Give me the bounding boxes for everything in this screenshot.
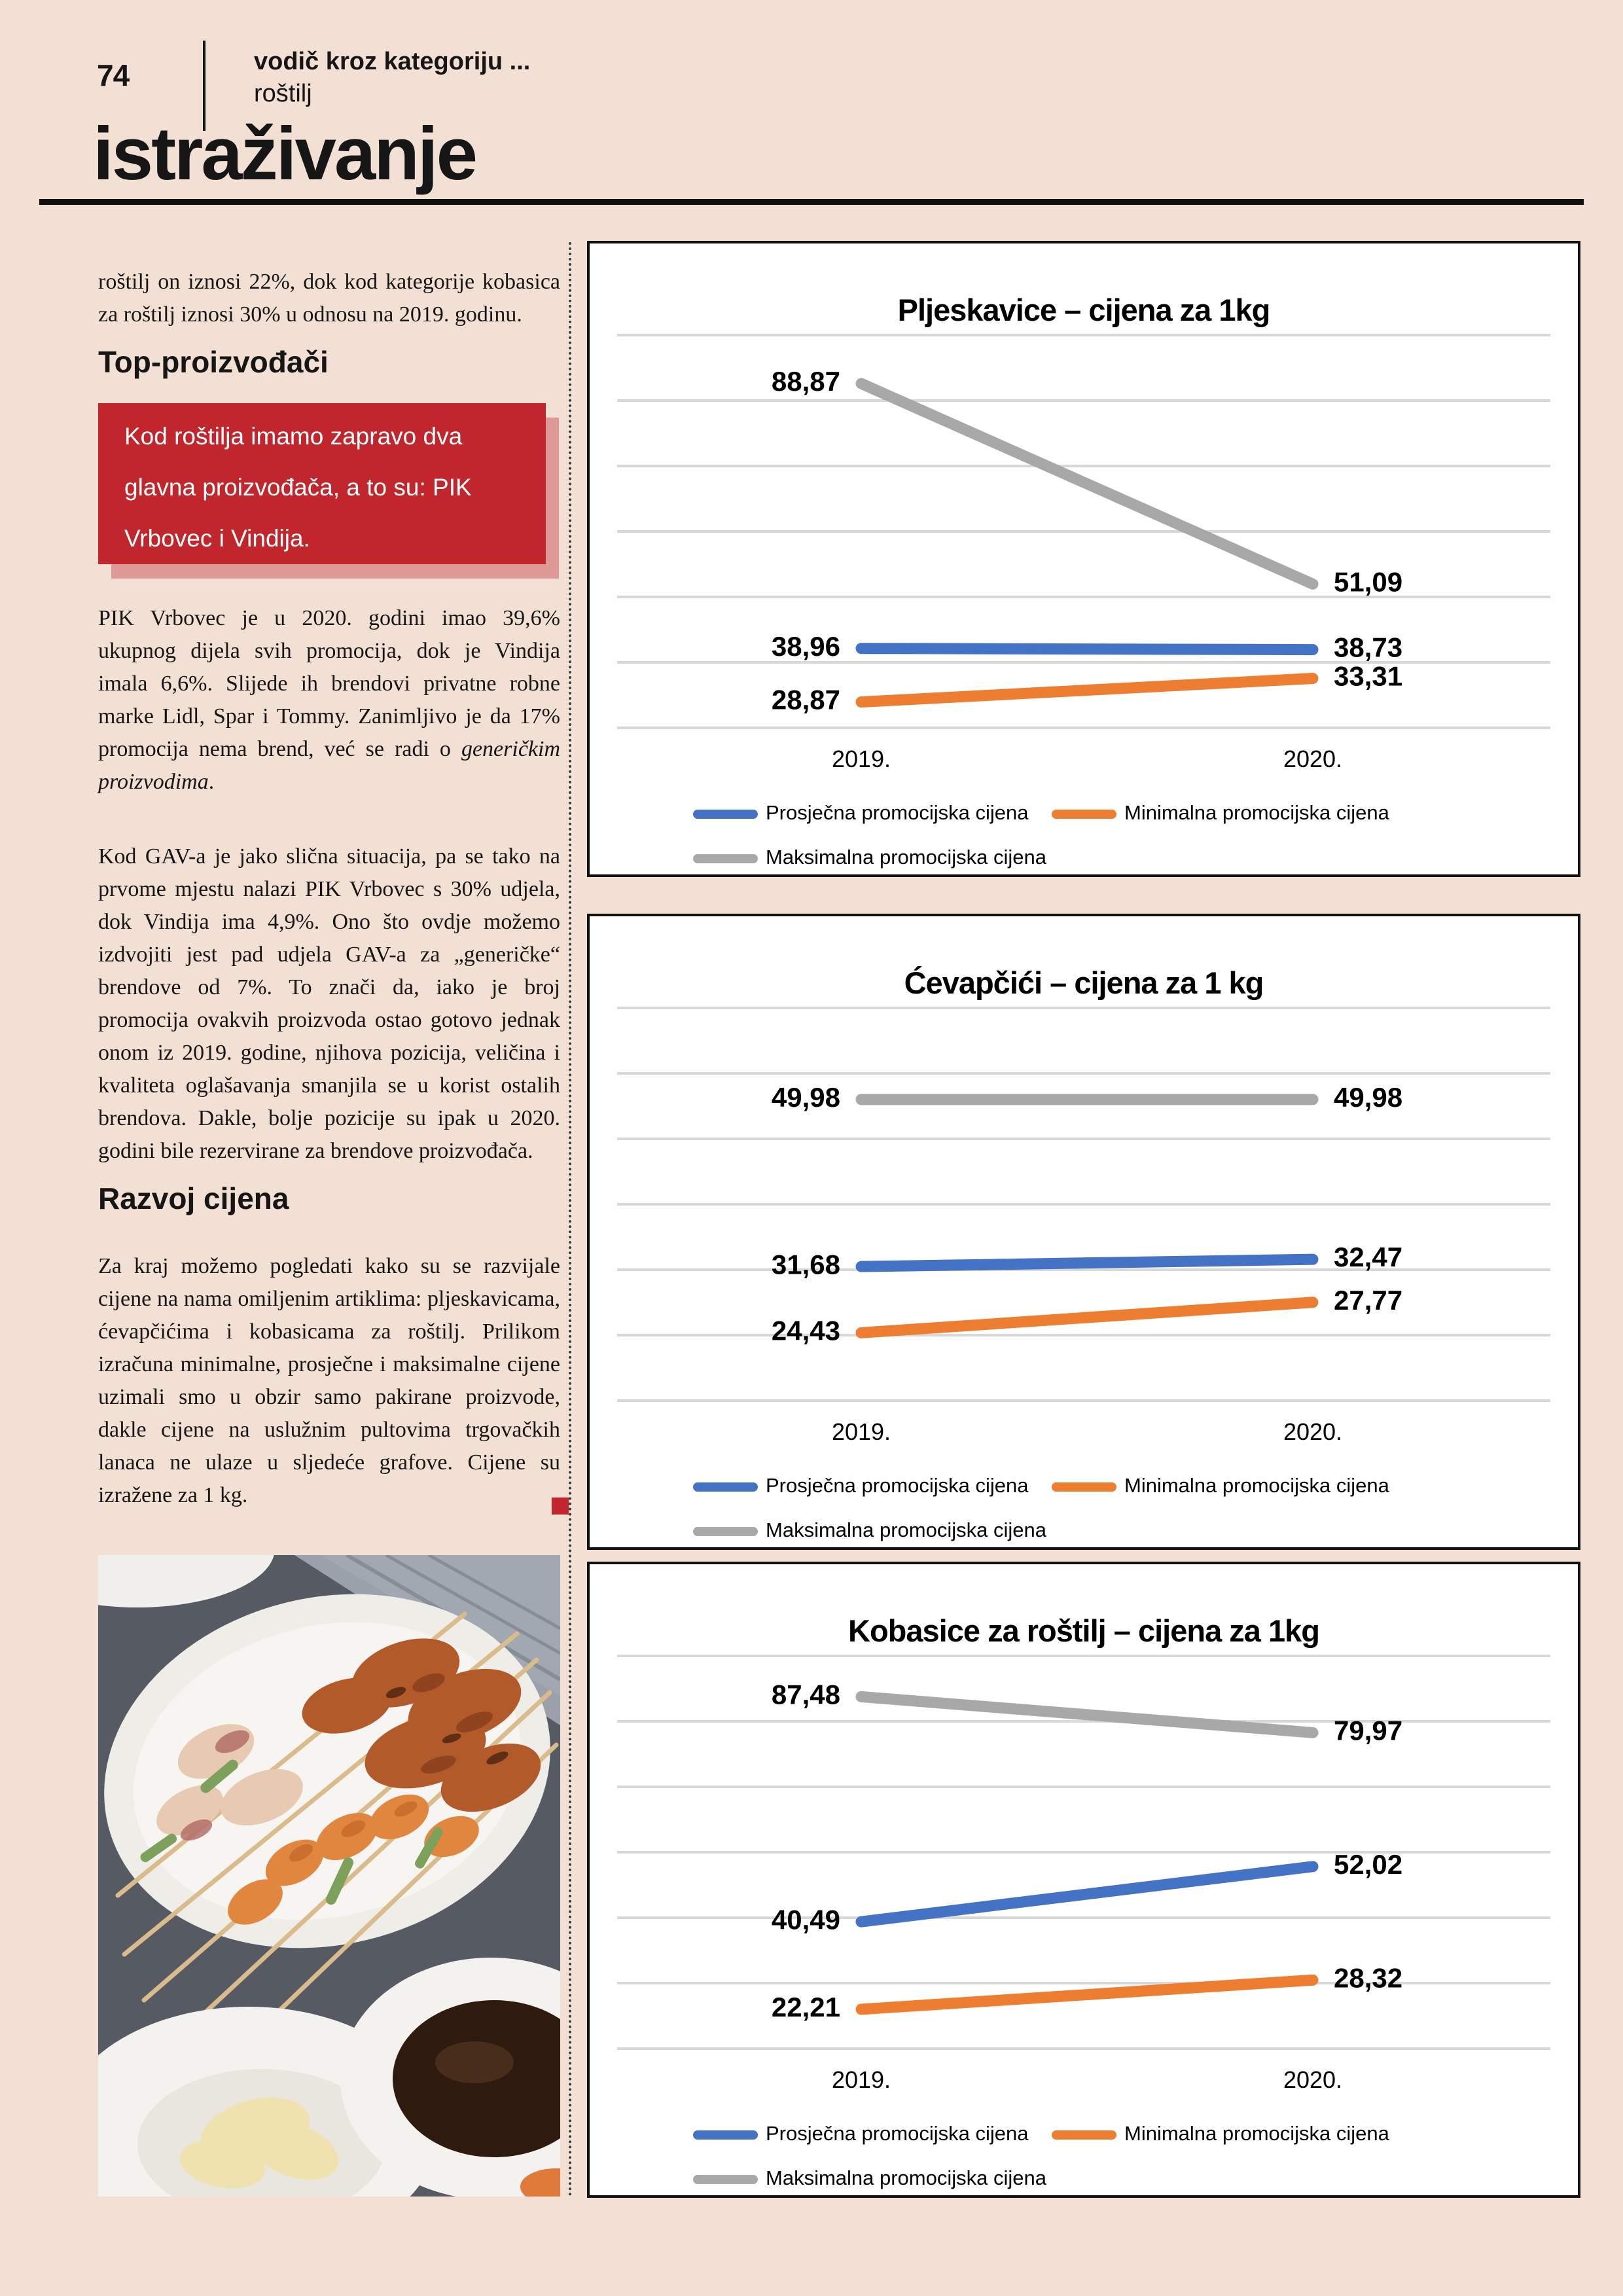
legend-label: Minimalna promocijska cijena xyxy=(1124,801,1390,824)
article-paragraph-4: Za kraj možemo pogledati kako su se razv… xyxy=(98,1254,560,1507)
series-line xyxy=(855,1974,1319,2015)
kicker-category: vodič kroz kategoriju ... xyxy=(254,48,531,75)
section-heading-razvoj-cijena: Razvoj cijena xyxy=(98,1181,289,1215)
series-line xyxy=(855,1691,1319,1738)
data-label: 28,87 xyxy=(772,685,840,715)
chart-cevapcici: Ćevapčići – cijena za 1 kg 31,68 32,47 24,4… xyxy=(587,914,1580,1550)
header-divider-line xyxy=(203,41,205,131)
page-title: istraživanje xyxy=(93,113,478,196)
data-label: 79,97 xyxy=(1334,1715,1402,1746)
article-paragraph-3: Kod GAV-a je jako slična situacija, pa s… xyxy=(98,844,560,1163)
series-line xyxy=(855,1253,1319,1272)
x-axis-label: 2020. xyxy=(1283,745,1342,772)
data-label: 40,49 xyxy=(772,1904,840,1935)
chart-title: Ćevapčići – cijena za 1 kg xyxy=(904,965,1264,1000)
data-label: 24,43 xyxy=(772,1315,840,1346)
paragraph-2-period: . xyxy=(208,770,215,794)
data-label: 49,98 xyxy=(1334,1082,1402,1113)
chart-kobasice: Kobasice za roštilj – cijena za 1kg 40,49… xyxy=(587,1562,1580,2198)
article-photo xyxy=(0,1490,641,2255)
legend-label: Maksimalna promocijska cijena xyxy=(766,1518,1047,1541)
data-label: 22,21 xyxy=(772,1992,840,2022)
chart-title: Kobasice za roštilj – cijena za 1kg xyxy=(848,1613,1319,1648)
page-number: 74 xyxy=(97,58,130,92)
data-label: 52,02 xyxy=(1334,1849,1402,1880)
header-kicker: vodič kroz kategoriju ... roštilj xyxy=(254,46,530,110)
series-line xyxy=(855,673,1319,708)
column-divider-dotted xyxy=(569,242,571,2198)
callout-text: Kod roštilja imamo zapravo dva glavna pr… xyxy=(124,423,472,552)
series-line xyxy=(855,378,1319,590)
data-label: 28,32 xyxy=(1334,1962,1402,1993)
series-line xyxy=(855,1861,1319,1928)
legend-label: Prosječna promocijska cijena xyxy=(766,2122,1029,2145)
data-label: 31,68 xyxy=(772,1249,840,1280)
data-label: 51,09 xyxy=(1334,566,1402,597)
grill-photo-illustration xyxy=(0,1490,641,2255)
x-axis-label: 2019. xyxy=(832,745,891,772)
x-axis-label: 2020. xyxy=(1283,1418,1342,1445)
section-heading-top-proizvodaci: Top-proizvođači xyxy=(98,345,329,379)
data-label: 87,48 xyxy=(772,1679,840,1710)
header-rule xyxy=(39,199,1584,205)
legend-label: Prosječna promocijska cijena xyxy=(766,1474,1029,1497)
end-of-article-marker xyxy=(552,1498,569,1515)
paragraph-2-text: PIK Vrbovec je u 2020. godini imao 39,6%… xyxy=(98,606,560,761)
legend-label: Maksimalna promocijska cijena xyxy=(766,2166,1047,2189)
kicker-subcategory: roštilj xyxy=(254,80,312,107)
x-axis-label: 2019. xyxy=(832,2066,891,2093)
legend-label: Minimalna promocijska cijena xyxy=(1124,2122,1390,2145)
data-label: 27,77 xyxy=(1334,1285,1402,1316)
x-axis-label: 2020. xyxy=(1283,2066,1342,2093)
chart-pljeskavice: Pljeskavice – cijena za 1kg 38,96 38,73 28,… xyxy=(587,241,1580,877)
series-line xyxy=(855,1297,1319,1338)
data-label: 38,96 xyxy=(772,631,840,662)
data-label: 88,87 xyxy=(772,366,840,397)
x-axis-label: 2019. xyxy=(832,1418,891,1445)
data-label: 33,31 xyxy=(1334,661,1402,692)
paragraph-2-italic-text: generičkim proizvodima xyxy=(98,737,560,794)
data-label: 32,47 xyxy=(1334,1242,1402,1272)
data-label: 38,73 xyxy=(1334,632,1402,663)
article-paragraph-1: roštilj on iznosi 22%, dok kod kategorij… xyxy=(98,270,560,327)
article-paragraph-2: PIK Vrbovec je u 2020. godini imao 39,6%… xyxy=(98,602,560,798)
callout-box: Kod roštilja imamo zapravo dva glavna pr… xyxy=(98,403,546,564)
legend-label: Minimalna promocijska cijena xyxy=(1124,1474,1390,1497)
chart-title: Pljeskavice – cijena za 1kg xyxy=(898,293,1270,327)
legend-label: Maksimalna promocijska cijena xyxy=(766,846,1047,869)
legend-label: Prosječna promocijska cijena xyxy=(766,801,1029,824)
data-label: 49,98 xyxy=(772,1082,840,1113)
series-line xyxy=(855,643,1319,656)
